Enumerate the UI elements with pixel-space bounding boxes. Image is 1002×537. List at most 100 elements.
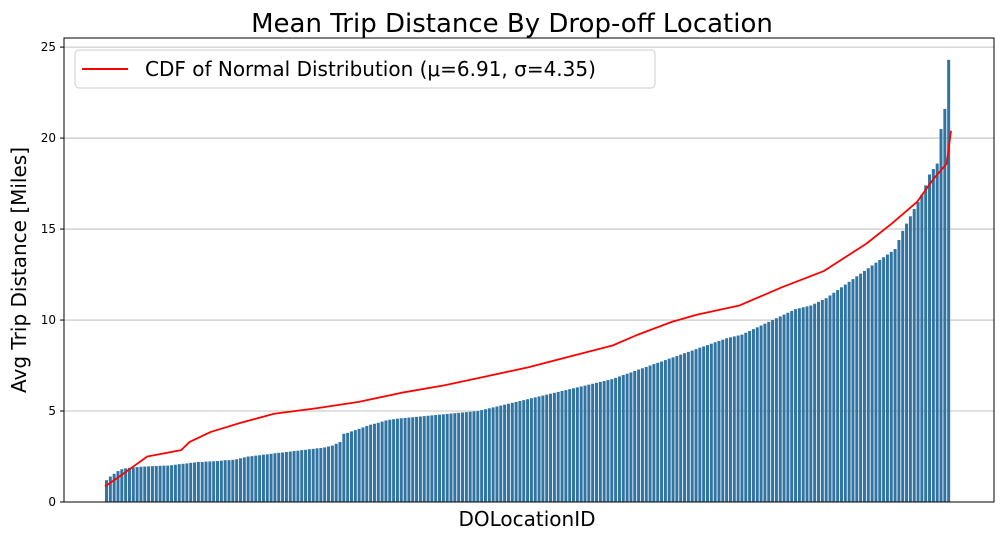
bar — [763, 323, 767, 502]
bar — [836, 290, 840, 502]
bar — [686, 351, 690, 502]
bar — [591, 383, 595, 502]
bar — [594, 382, 598, 502]
bar — [273, 453, 277, 502]
bar — [376, 422, 380, 502]
bar — [683, 353, 687, 502]
bar — [656, 362, 660, 502]
bar — [388, 419, 392, 502]
bar — [882, 257, 886, 502]
y-tick-label-5: 5 — [48, 404, 56, 418]
bar — [782, 314, 786, 502]
bar — [633, 370, 637, 502]
bar — [931, 169, 935, 502]
bar — [866, 268, 870, 502]
bar — [736, 335, 740, 502]
bar — [296, 450, 300, 502]
bar — [483, 409, 487, 502]
bar — [713, 342, 717, 502]
bar — [453, 413, 457, 502]
bar — [839, 287, 843, 502]
bar — [162, 465, 166, 502]
bar — [116, 471, 120, 502]
bar — [648, 365, 652, 502]
bar — [131, 467, 135, 502]
bar — [794, 309, 798, 502]
bar — [261, 454, 265, 502]
bar — [817, 301, 821, 502]
bar — [170, 465, 174, 502]
bar — [924, 185, 928, 502]
bar — [372, 423, 376, 502]
bar — [560, 391, 564, 502]
bar — [219, 460, 223, 502]
bar — [246, 456, 250, 502]
bar — [223, 460, 227, 502]
bar — [721, 339, 725, 502]
bar — [901, 230, 905, 502]
bar — [667, 358, 671, 502]
bar — [912, 209, 916, 503]
bar — [698, 347, 702, 502]
bar — [135, 467, 139, 502]
bar — [499, 405, 503, 502]
bar — [200, 461, 204, 502]
bar — [495, 406, 499, 502]
bar — [311, 448, 315, 502]
bar — [755, 327, 759, 502]
bar — [181, 463, 185, 502]
bar — [288, 451, 292, 502]
bar — [843, 284, 847, 502]
bars — [105, 59, 951, 503]
bar — [526, 399, 530, 502]
chart-title: Mean Trip Distance By Drop-off Location — [251, 9, 773, 39]
bar — [127, 467, 131, 502]
bar — [939, 128, 943, 503]
bar — [602, 381, 606, 502]
bar — [870, 265, 874, 502]
bar — [805, 306, 809, 502]
bar — [744, 332, 748, 502]
bar — [706, 345, 709, 502]
bar — [774, 318, 778, 502]
bar — [438, 414, 442, 502]
bar — [617, 376, 621, 502]
plot-frame — [63, 37, 995, 503]
bar — [859, 273, 863, 502]
bar — [610, 379, 614, 502]
bar — [441, 414, 445, 502]
bar — [327, 446, 331, 502]
bar — [380, 421, 384, 502]
bar — [690, 350, 694, 502]
bar — [411, 417, 415, 502]
bar — [568, 389, 572, 502]
bar — [147, 466, 151, 502]
bar — [304, 449, 308, 502]
bar — [575, 387, 579, 502]
bar — [660, 361, 664, 502]
bar — [468, 411, 472, 502]
bar — [908, 216, 912, 502]
bar — [717, 340, 721, 502]
bar — [751, 329, 755, 502]
bar — [189, 462, 193, 502]
bar — [464, 412, 468, 502]
bar — [506, 403, 510, 502]
legend-box — [74, 49, 656, 89]
bar — [587, 384, 591, 502]
y-tick-label-15: 15 — [41, 222, 56, 236]
bar — [204, 461, 208, 502]
bar — [449, 413, 453, 502]
bar — [338, 441, 342, 502]
bar — [342, 433, 346, 502]
bar — [242, 457, 246, 502]
bar — [284, 451, 288, 502]
bar — [208, 461, 212, 502]
bar — [790, 310, 794, 502]
bar — [457, 412, 461, 502]
bar — [598, 381, 602, 502]
bar — [644, 366, 648, 502]
bar — [625, 373, 629, 502]
bar — [445, 413, 449, 502]
